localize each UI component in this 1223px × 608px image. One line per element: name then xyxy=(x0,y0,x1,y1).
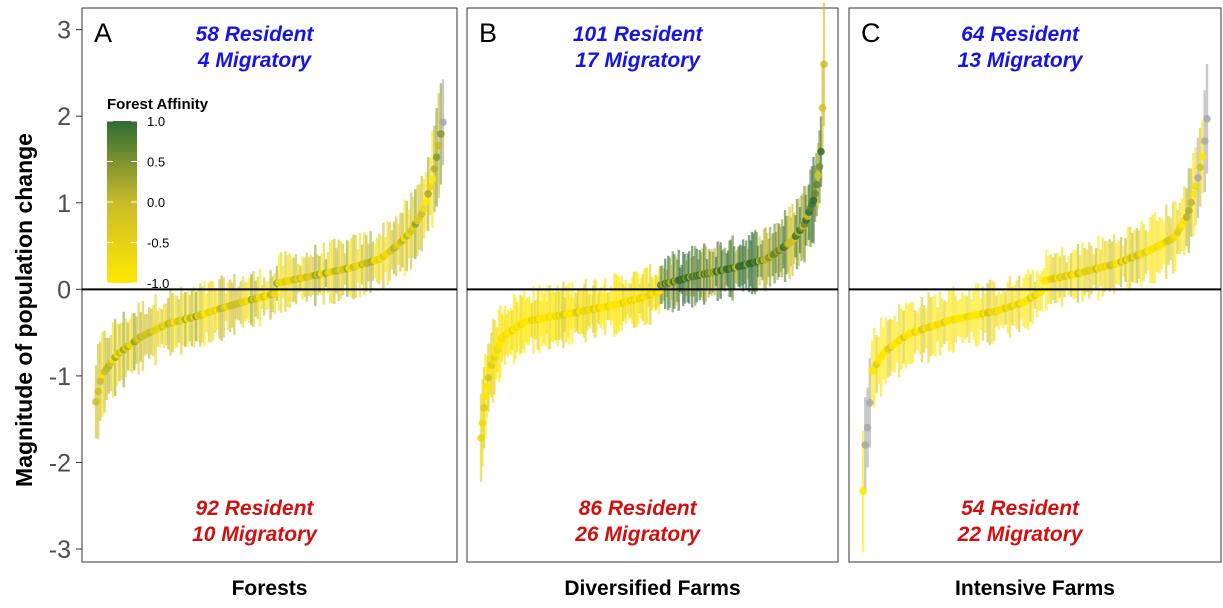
panels: A 58 Resident 4 Migratory 92 Resident 10 Mig… xyxy=(81,2,1222,600)
species-point xyxy=(480,403,488,412)
species-point xyxy=(865,398,874,407)
species-point xyxy=(814,171,822,180)
y-tick-label: 3 xyxy=(57,17,71,45)
species-point xyxy=(426,182,435,191)
species-point xyxy=(809,196,818,205)
species-point xyxy=(439,118,447,127)
y-tick-label: 0 xyxy=(57,276,71,304)
species-marks xyxy=(477,2,828,483)
positive-count-label: 17 Migratory xyxy=(575,49,701,72)
panel-c: C 64 Resident 13 Migratory 54 Resident 22 Mi… xyxy=(848,7,1222,600)
legend-tick-label: -1.0 xyxy=(147,276,169,291)
species-point xyxy=(820,60,828,69)
panel-b: B 101 Resident 17 Migratory 86 Resident 26 M… xyxy=(466,2,839,600)
species-point xyxy=(1185,206,1193,215)
positive-count-label: 58 Resident xyxy=(196,23,315,46)
negative-count-label: 22 Migratory xyxy=(957,523,1084,546)
species-point xyxy=(430,165,439,173)
species-point xyxy=(420,204,428,213)
legend-tick-label: -0.5 xyxy=(147,236,169,251)
negative-count-label: 26 Migratory xyxy=(574,523,701,546)
species-point xyxy=(94,387,102,396)
y-tick-label: -3 xyxy=(49,536,71,564)
y-tick-label: -2 xyxy=(49,449,71,477)
legend-tick-label: 0.0 xyxy=(147,195,165,210)
species-point xyxy=(92,398,100,406)
species-point xyxy=(437,130,445,138)
positive-count-label: 4 Migratory xyxy=(197,49,313,72)
panel-frame xyxy=(81,7,458,563)
species-point xyxy=(96,377,105,386)
species-point xyxy=(1182,213,1191,221)
species-point xyxy=(1200,137,1209,145)
y-axis: -3 -2 -1 0 1 2 3 xyxy=(49,8,83,564)
negative-count-label: 86 Resident xyxy=(579,497,698,520)
positive-count-label: 101 Resident xyxy=(573,23,704,46)
species-point xyxy=(1189,190,1198,199)
panel-letter: C xyxy=(861,18,881,48)
species-point xyxy=(817,147,825,156)
species-point xyxy=(1203,115,1211,123)
species-point xyxy=(432,153,441,162)
species-point xyxy=(815,163,824,171)
species-point xyxy=(1196,163,1205,172)
species-point xyxy=(1194,173,1202,182)
species-point xyxy=(811,189,819,198)
x-axis-label: Diversified Farms xyxy=(564,577,740,600)
species-point xyxy=(1191,182,1200,191)
species-point xyxy=(483,383,491,391)
species-point xyxy=(484,373,493,382)
species-point xyxy=(818,104,827,112)
species-point xyxy=(861,441,870,449)
y-tick-label: -1 xyxy=(49,363,71,391)
y-tick-label: 2 xyxy=(57,103,71,131)
species-point xyxy=(863,423,872,432)
positive-count-label: 64 Resident xyxy=(961,23,1080,46)
legend-tick-label: 1.0 xyxy=(147,114,165,129)
panel-letter: B xyxy=(479,18,497,48)
panel-frame xyxy=(466,7,839,563)
species-marks xyxy=(859,63,1211,552)
legend-title: Forest Affinity xyxy=(107,96,209,113)
species-point xyxy=(424,190,432,198)
x-axis-label: Intensive Farms xyxy=(955,577,1115,600)
y-tick-label: 1 xyxy=(57,190,71,218)
species-point xyxy=(481,392,490,400)
species-point xyxy=(428,175,437,183)
negative-count-label: 92 Resident xyxy=(196,497,315,520)
negative-count-label: 10 Migratory xyxy=(192,523,318,546)
y-axis-label: Magnitude of population change xyxy=(11,133,37,487)
panel-letter: A xyxy=(94,18,112,48)
species-point xyxy=(477,434,485,443)
panel-frame xyxy=(848,7,1222,563)
species-point xyxy=(434,141,443,150)
positive-count-label: 13 Migratory xyxy=(958,49,1084,72)
species-marks xyxy=(92,79,447,440)
x-axis-label: Forests xyxy=(232,577,308,600)
species-point xyxy=(1187,198,1195,207)
species-point xyxy=(812,180,821,189)
legend-tick-label: 0.5 xyxy=(147,155,165,170)
species-point xyxy=(478,419,487,427)
species-point xyxy=(1198,152,1207,161)
negative-count-label: 54 Resident xyxy=(961,497,1080,520)
panel-a: A 58 Resident 4 Migratory 92 Resident 10 Mig… xyxy=(81,7,458,600)
species-point xyxy=(859,487,867,495)
species-point xyxy=(271,289,279,298)
species-point xyxy=(422,197,430,206)
